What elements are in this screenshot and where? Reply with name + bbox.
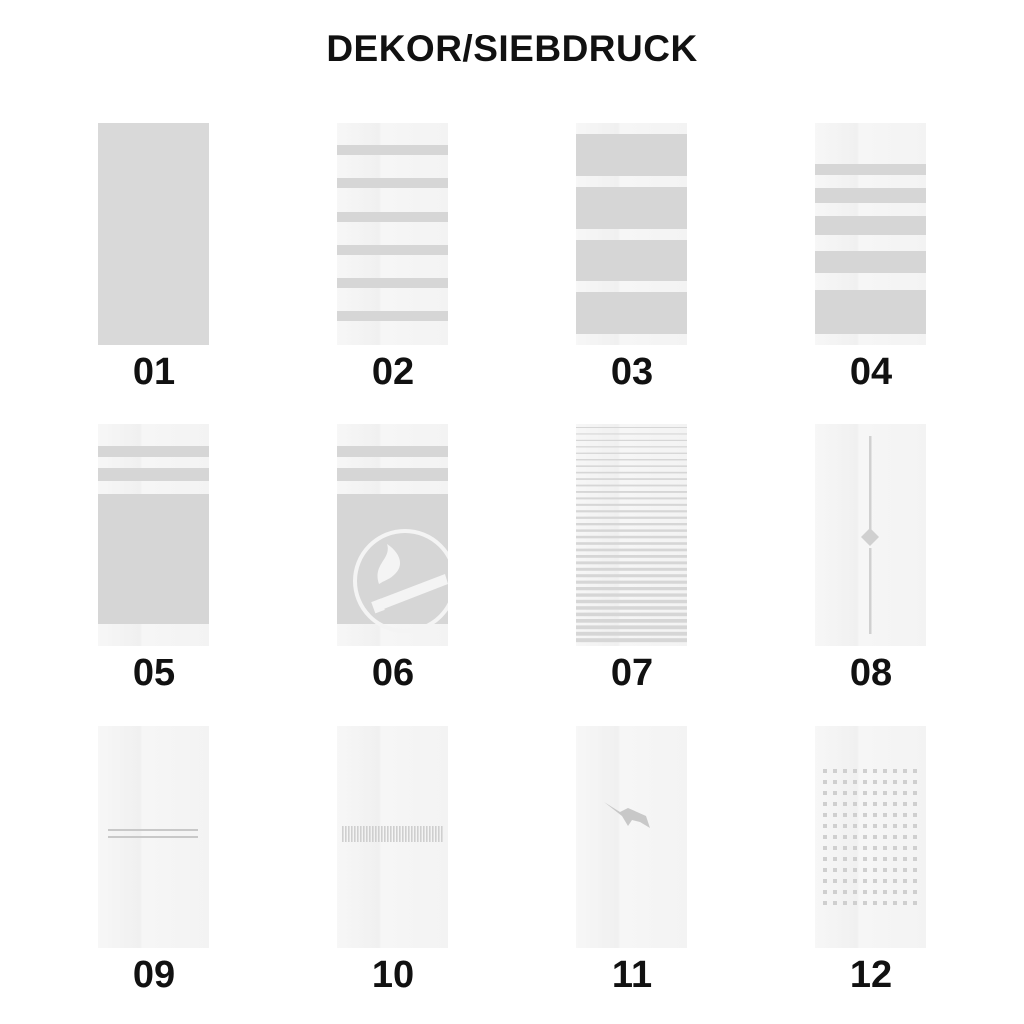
design-number: 06 bbox=[371, 652, 415, 694]
design-preview-11 bbox=[576, 726, 687, 948]
design-item: 12 bbox=[815, 726, 926, 996]
design-number: 04 bbox=[849, 351, 893, 393]
design-item: 06 bbox=[337, 424, 448, 694]
design-number: 03 bbox=[610, 351, 654, 393]
design-preview-10 bbox=[337, 726, 448, 948]
design-item: 05 bbox=[98, 424, 209, 694]
design-preview-01 bbox=[98, 123, 209, 345]
page-title: DEKOR/SIEBDRUCK bbox=[326, 28, 698, 69]
design-item: 09 bbox=[98, 726, 209, 996]
design-preview-08 bbox=[815, 424, 926, 646]
design-item: 07 bbox=[576, 424, 687, 694]
design-item: 08 bbox=[815, 424, 926, 694]
design-preview-12 bbox=[815, 726, 926, 948]
design-number: 12 bbox=[849, 954, 893, 996]
design-number: 07 bbox=[610, 652, 654, 694]
design-preview-03 bbox=[576, 123, 687, 345]
design-preview-04 bbox=[815, 123, 926, 345]
design-number: 08 bbox=[849, 652, 893, 694]
design-item: 04 bbox=[815, 123, 926, 393]
design-item: 03 bbox=[576, 123, 687, 393]
design-number: 01 bbox=[132, 351, 176, 393]
design-number: 02 bbox=[371, 351, 415, 393]
design-preview-09 bbox=[98, 726, 209, 948]
design-number: 05 bbox=[132, 652, 176, 694]
design-item: 10 bbox=[337, 726, 448, 996]
design-number: 11 bbox=[611, 954, 653, 996]
design-preview-07 bbox=[576, 424, 687, 646]
design-preview-02 bbox=[337, 123, 448, 345]
design-number: 09 bbox=[132, 954, 176, 996]
design-item: 02 bbox=[337, 123, 448, 393]
design-item: 01 bbox=[98, 123, 209, 393]
design-preview-06 bbox=[337, 424, 448, 646]
design-item: 11 bbox=[576, 726, 687, 996]
design-preview-05 bbox=[98, 424, 209, 646]
design-number: 10 bbox=[371, 954, 415, 996]
